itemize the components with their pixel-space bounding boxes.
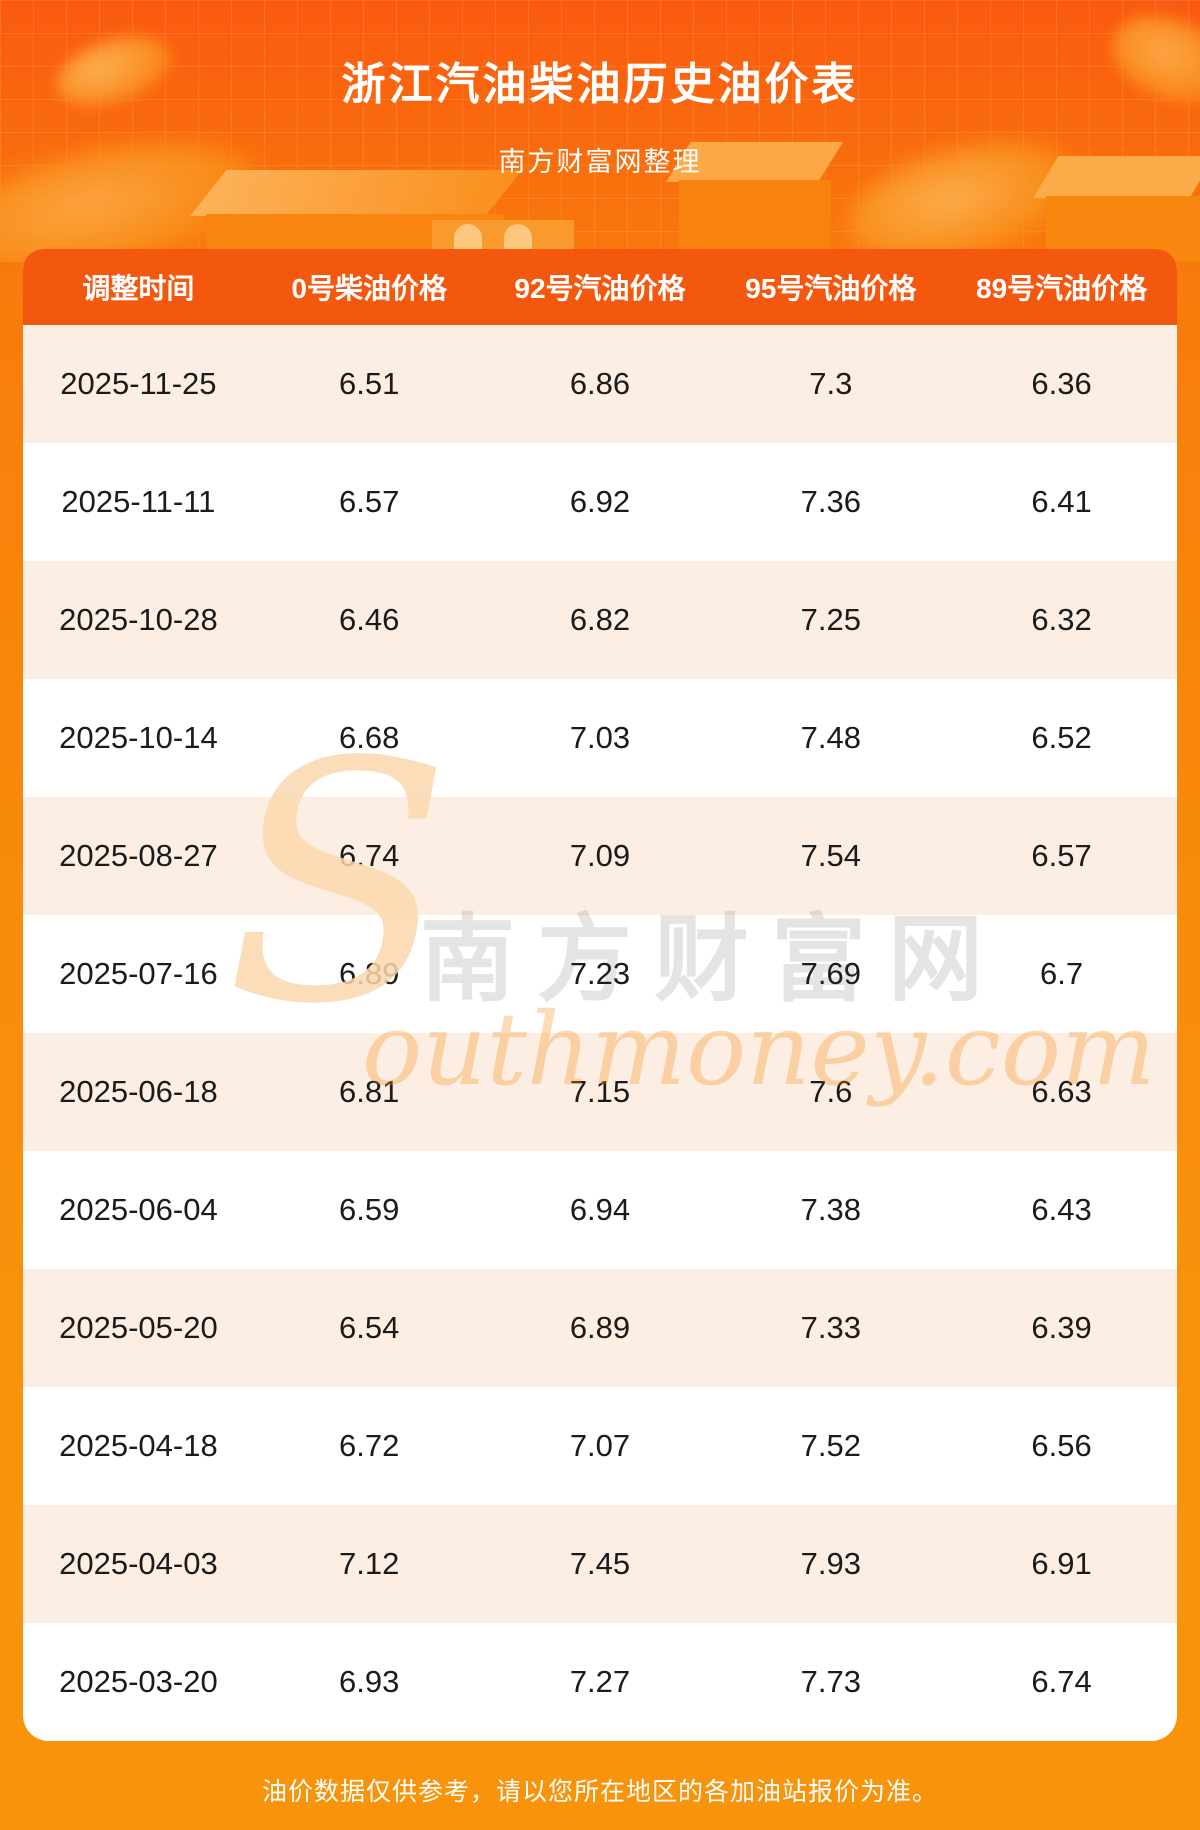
table-cell: 7.03 <box>569 720 631 755</box>
table-cell: 7.36 <box>800 484 861 519</box>
table-cell: 6.74 <box>339 838 400 873</box>
table-cell: 2025-05-20 <box>59 1310 218 1345</box>
price-table-body: 2025-11-25 6.51 6.86 7.3 6.36 2025-11-11 6.57 6… <box>23 325 1177 1741</box>
table-cell: 6.57 <box>1031 838 1092 873</box>
table-cell: 6.72 <box>339 1428 400 1463</box>
table-cell: 6.82 <box>569 602 631 637</box>
table-cell: 7.38 <box>800 1192 861 1227</box>
column-header: 0号柴油价格 <box>253 249 485 325</box>
table-row: 2025-11-11 6.57 6.92 7.36 6.41 <box>23 443 1177 561</box>
table-cell: 7.48 <box>800 720 861 755</box>
banner: 浙江汽油柴油历史油价表 南方财富网整理 <box>0 0 1200 262</box>
table-cell: 7.23 <box>569 956 631 991</box>
table-cell: 6.93 <box>339 1664 400 1699</box>
table-cell: 7.09 <box>569 838 631 873</box>
price-table: 调整时间 0号柴油价格 92号汽油价格 95号汽油价格 89号汽油价格 2025-11-… <box>23 249 1177 1741</box>
podium-decoration <box>666 142 843 182</box>
table-row: 2025-11-25 6.51 6.86 7.3 6.36 <box>23 325 1177 443</box>
table-cell: 6.63 <box>1031 1074 1092 1109</box>
podium-decoration <box>1033 156 1200 198</box>
column-header: 92号汽油价格 <box>484 249 716 325</box>
table-cell: 7.3 <box>809 366 853 401</box>
podium-decoration <box>190 170 522 216</box>
table-cell: 2025-04-03 <box>59 1546 218 1581</box>
table-row: 2025-10-14 6.68 7.03 7.48 6.52 <box>23 679 1177 797</box>
table-row: 2025-04-18 6.72 7.07 7.52 6.56 <box>23 1387 1177 1505</box>
table-cell: 7.93 <box>800 1546 861 1581</box>
table-cell: 2025-03-20 <box>59 1664 218 1699</box>
table-cell: 7.69 <box>800 956 861 991</box>
table-cell: 7.33 <box>800 1310 861 1345</box>
column-header: 95号汽油价格 <box>715 249 947 325</box>
table-cell: 6.43 <box>1031 1192 1092 1227</box>
table-cell: 6.81 <box>339 1074 400 1109</box>
table-cell: 6.74 <box>1031 1664 1092 1699</box>
header-row: 调整时间 0号柴油价格 92号汽油价格 95号汽油价格 89号汽油价格 <box>23 249 1177 325</box>
table-row: 2025-10-28 6.46 6.82 7.25 6.32 <box>23 561 1177 679</box>
table-cell: 2025-04-18 <box>59 1428 218 1463</box>
table-cell: 6.57 <box>339 484 400 519</box>
table-row: 2025-05-20 6.54 6.89 7.33 6.39 <box>23 1269 1177 1387</box>
table-cell: 6.36 <box>1031 366 1092 401</box>
table-cell: 7.25 <box>800 602 861 637</box>
table-cell: 2025-10-28 <box>59 602 218 637</box>
table-row: 2025-06-04 6.59 6.94 7.38 6.43 <box>23 1151 1177 1269</box>
table-cell: 6.51 <box>339 366 400 401</box>
footer-note: 油价数据仅供参考，请以您所在地区的各加油站报价为准。 <box>261 1778 938 1806</box>
table-cell: 2025-11-25 <box>60 366 217 401</box>
table-cell: 6.7 <box>1040 956 1084 991</box>
table-cell: 2025-06-04 <box>59 1192 218 1227</box>
table-cell: 6.86 <box>569 366 631 401</box>
table-cell: 2025-07-16 <box>59 956 218 991</box>
table-cell: 6.94 <box>569 1192 631 1227</box>
table-cell: 7.12 <box>339 1546 400 1581</box>
table-cell: 2025-11-11 <box>61 484 216 519</box>
table-cell: 6.91 <box>1031 1546 1092 1581</box>
table-cell: 7.73 <box>800 1664 861 1699</box>
table-row: 2025-07-16 6.89 7.23 7.69 6.7 <box>23 915 1177 1033</box>
podium-decoration <box>679 180 831 262</box>
price-table-card: 调整时间 0号柴油价格 92号汽油价格 95号汽油价格 89号汽油价格 2025-11-… <box>23 249 1177 1741</box>
column-header: 调整时间 <box>23 249 254 325</box>
table-row: 2025-03-20 6.93 7.27 7.73 6.74 <box>23 1623 1177 1741</box>
table-cell: 6.56 <box>1031 1428 1092 1463</box>
table-cell: 2025-06-18 <box>59 1074 218 1109</box>
table-cell: 6.89 <box>569 1310 631 1345</box>
table-cell: 6.41 <box>1031 484 1092 519</box>
table-cell: 7.54 <box>800 838 861 873</box>
table-cell: 7.07 <box>569 1428 631 1463</box>
table-cell: 6.32 <box>1031 602 1092 637</box>
table-cell: 2025-08-27 <box>59 838 218 873</box>
table-cell: 7.6 <box>809 1074 853 1109</box>
table-cell: 7.15 <box>569 1074 631 1109</box>
table-cell: 6.59 <box>339 1192 400 1227</box>
table-row: 2025-06-18 6.81 7.15 7.6 6.63 <box>23 1033 1177 1151</box>
table-cell: 6.92 <box>569 484 631 519</box>
table-row: 2025-04-03 7.12 7.45 7.93 6.91 <box>23 1505 1177 1623</box>
table-cell: 7.52 <box>800 1428 861 1463</box>
page-subtitle: 南方财富网整理 <box>498 147 702 177</box>
table-cell: 7.45 <box>569 1546 631 1581</box>
table-cell: 6.68 <box>339 720 400 755</box>
table-cell: 7.27 <box>569 1664 631 1699</box>
page-title: 浙江汽油柴油历史油价表 <box>341 60 859 109</box>
table-cell: 6.39 <box>1031 1310 1092 1345</box>
table-cell: 6.54 <box>339 1310 400 1345</box>
table-cell: 6.89 <box>339 956 400 991</box>
table-row: 2025-08-27 6.74 7.09 7.54 6.57 <box>23 797 1177 915</box>
column-header: 89号汽油价格 <box>946 249 1177 325</box>
table-cell: 2025-10-14 <box>59 720 218 755</box>
table-cell: 6.46 <box>339 602 400 637</box>
table-cell: 6.52 <box>1031 720 1092 755</box>
